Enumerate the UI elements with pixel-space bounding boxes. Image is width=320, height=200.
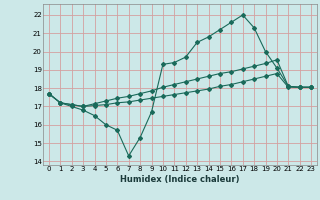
X-axis label: Humidex (Indice chaleur): Humidex (Indice chaleur) (120, 175, 240, 184)
